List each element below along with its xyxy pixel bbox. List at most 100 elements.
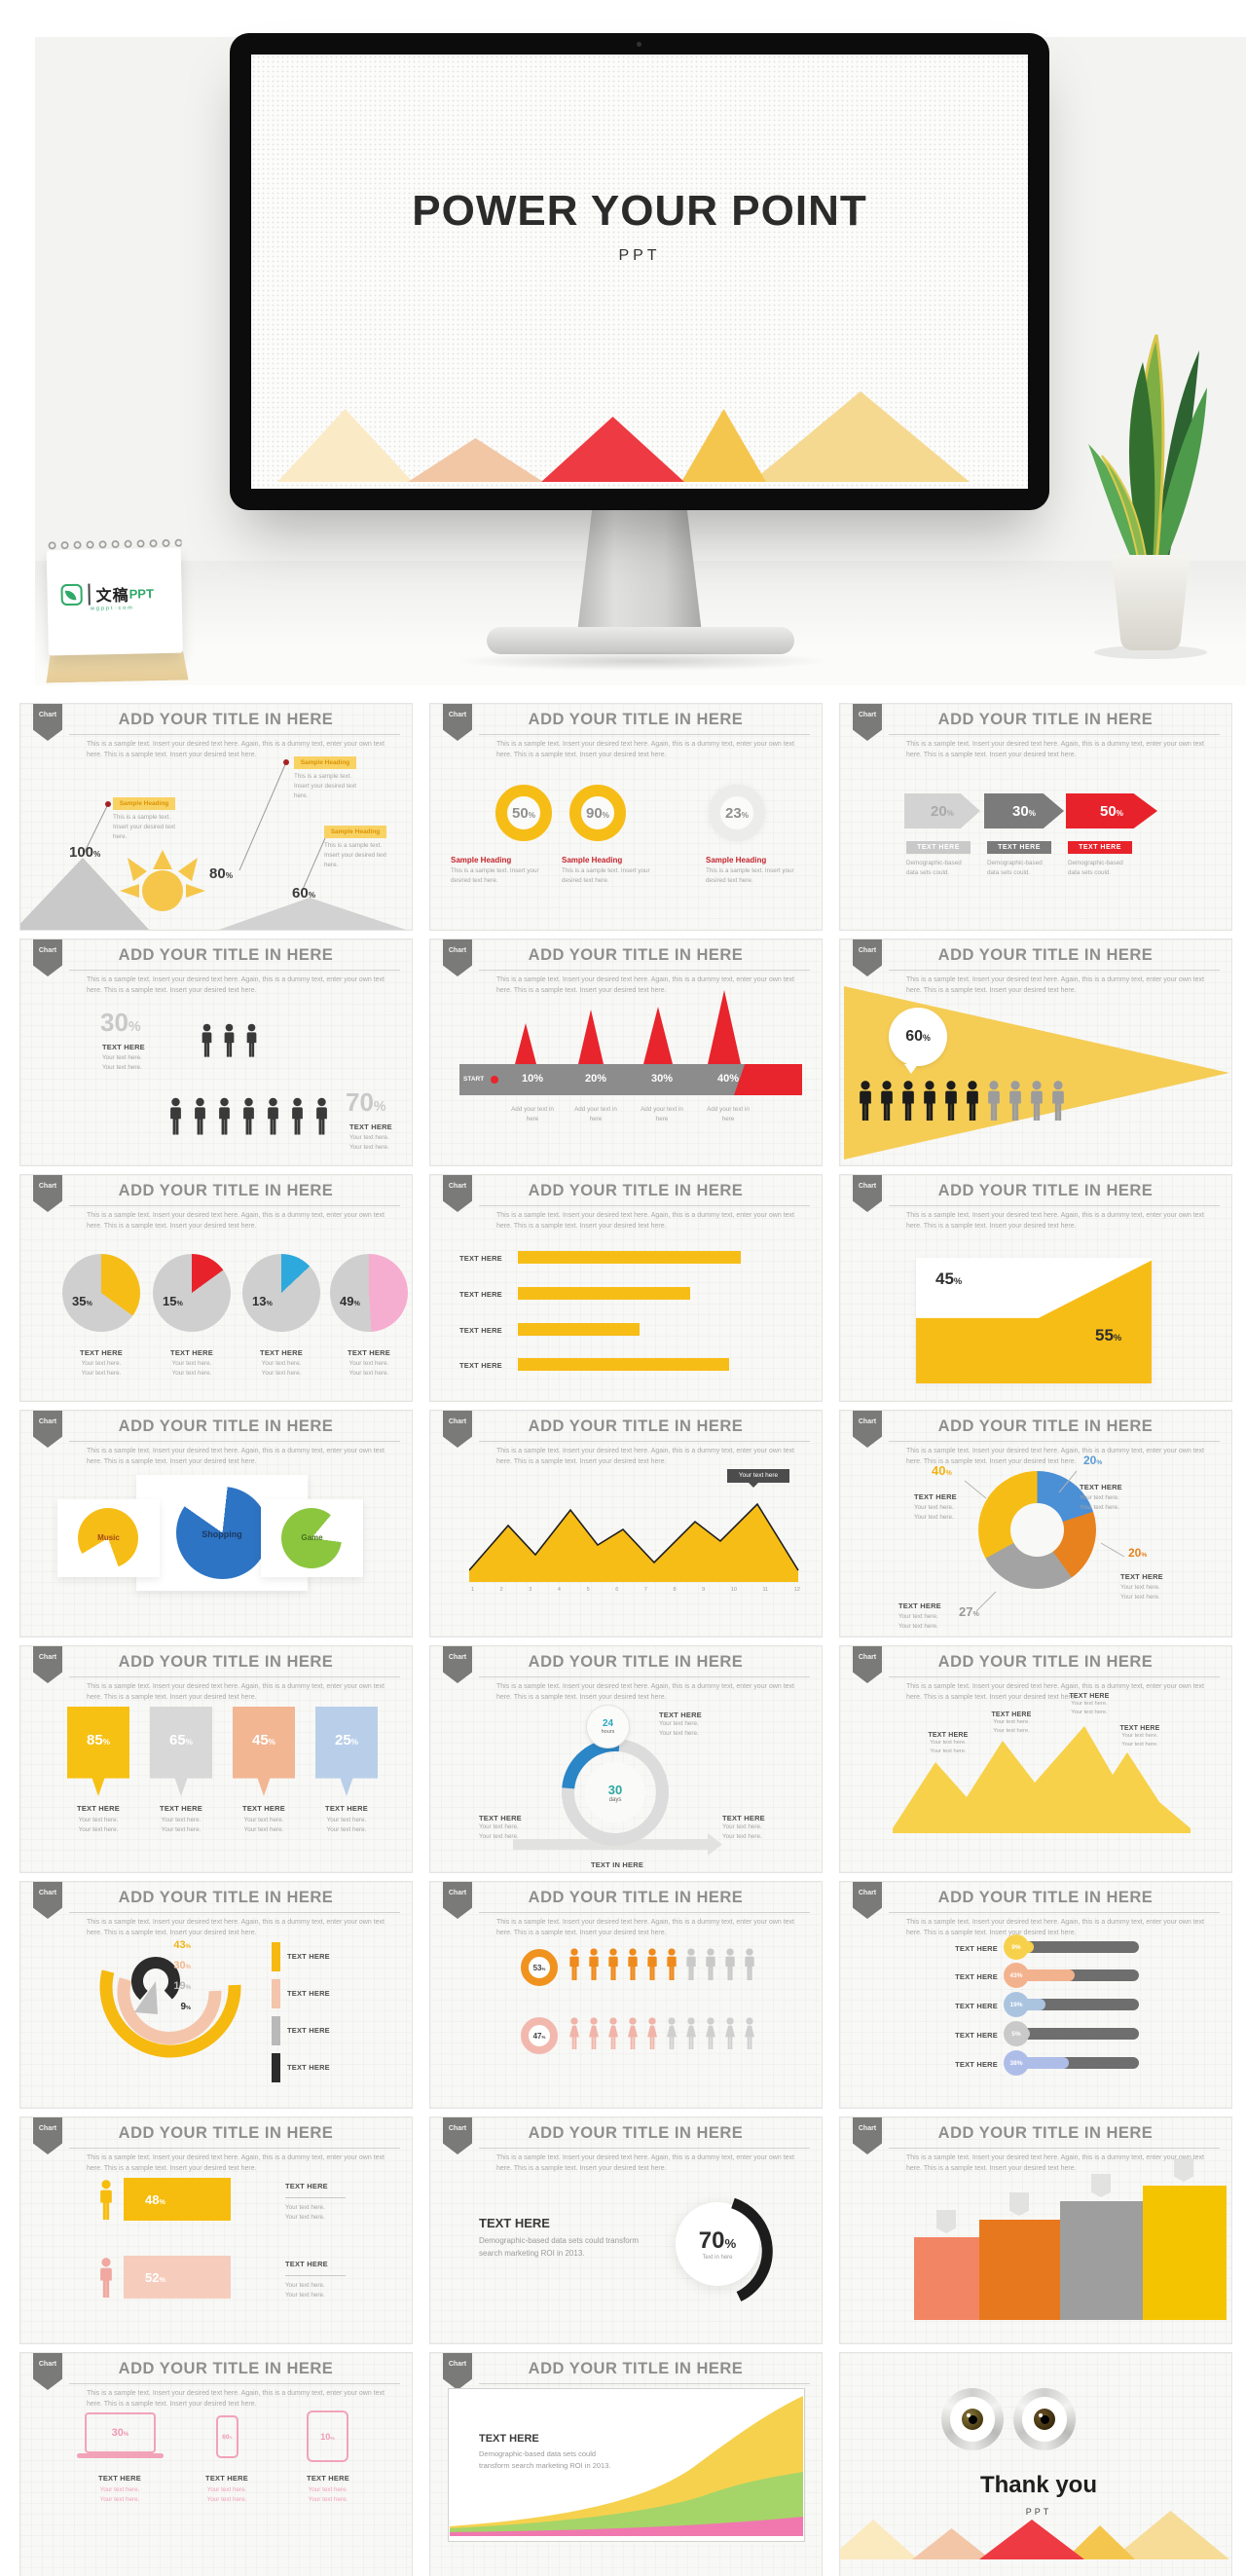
intro-text: This is a sample text. Insert your desir… <box>87 2154 385 2172</box>
caption: Demographic-based data sets could. <box>1068 860 1123 876</box>
text-here: TEXT HERE <box>98 2474 141 2483</box>
intro-text: This is a sample text. Insert your desir… <box>496 2154 794 2172</box>
potted-plant <box>1088 334 1207 659</box>
slide-title: ADD YOUR TITLE IN HERE <box>528 1889 744 1906</box>
triangle-graphic <box>751 391 970 482</box>
bar-label: TEXT HERE <box>955 1944 998 1953</box>
text-here: TEXT HERE <box>102 1043 145 1051</box>
title-divider <box>889 1441 1220 1442</box>
cycle-center: 30 days <box>585 1762 645 1822</box>
caption: Add your text in here <box>511 1106 554 1122</box>
text-here: TEXT HERE <box>349 1122 392 1131</box>
laptop-base <box>77 2453 164 2458</box>
monitor-base <box>487 627 794 654</box>
gauge-value: 43% <box>173 1939 191 1951</box>
person-icon <box>243 1023 260 1058</box>
slide-title: ADD YOUR TITLE IN HERE <box>118 1182 334 1199</box>
slide-18-progress-bars[interactable]: Chart ADD YOUR TITLE IN HERE This is a s… <box>839 1881 1232 2109</box>
slide-07-pie-quartet[interactable]: Chart ADD YOUR TITLE IN HERE This is a s… <box>19 1174 413 1402</box>
title-divider <box>889 2148 1220 2149</box>
bar <box>518 1358 729 1371</box>
slide-17-gender-ratio[interactable]: Chart ADD YOUR TITLE IN HERE This is a s… <box>429 1881 823 2109</box>
value-label: 60% <box>292 885 316 902</box>
eye-icon <box>1013 2388 1076 2450</box>
cover-subtitle: PPT <box>618 247 661 264</box>
title-divider <box>69 2383 400 2384</box>
phone-icon: 60% <box>216 2415 238 2458</box>
legend-label: TEXT HERE <box>287 2026 330 2035</box>
slide-03-arrow-steps[interactable]: Chart ADD YOUR TITLE IN HERE This is a s… <box>839 703 1232 931</box>
black-arc <box>731 2197 773 2301</box>
text-here: TEXT HERE <box>991 1711 1032 1718</box>
bar <box>518 1251 741 1264</box>
person-icon-female <box>683 2012 699 2055</box>
intro-text: This is a sample text. Insert your desir… <box>496 741 794 758</box>
bar-track <box>1018 1999 1139 2010</box>
text-here: TEXT HERE <box>348 1348 390 1357</box>
pin-45: 45% <box>233 1707 295 1796</box>
slide-title: ADD YOUR TITLE IN HERE <box>937 946 1154 964</box>
bar-label: TEXT HERE <box>459 1326 502 1335</box>
text-here-chip: TEXT HERE <box>1068 841 1132 854</box>
slide-09-area-split[interactable]: Chart ADD YOUR TITLE IN HERE This is a s… <box>839 1174 1232 1402</box>
slide-11-area-line-chart[interactable]: Chart ADD YOUR TITLE IN HERE This is a s… <box>429 1410 823 1638</box>
slide-19-person-bars[interactable]: Chart ADD YOUR TITLE IN HERE This is a s… <box>19 2116 413 2344</box>
eye-icon <box>941 2388 1004 2450</box>
text-here: TEXT HERE <box>260 1348 303 1357</box>
slide-16-gauge-arcs[interactable]: Chart ADD YOUR TITLE IN HERE This is a s… <box>19 1881 413 2109</box>
text-here: TEXT HERE <box>1069 1693 1110 1700</box>
ring-90: 90% <box>569 785 626 841</box>
title-divider <box>479 2148 810 2149</box>
column-tag <box>936 2210 956 2233</box>
arrow-30: 30% <box>984 793 1064 828</box>
slide-21-column-chart[interactable]: Chart ADD YOUR TITLE IN HERE This is a s… <box>839 2116 1232 2344</box>
slide-14-cycle-diagram[interactable]: Chart ADD YOUR TITLE IN HERE This is a s… <box>429 1645 823 1873</box>
person-icon <box>703 1944 718 1985</box>
slide-24-thank-you[interactable]: Thank you PPT <box>839 2352 1232 2576</box>
title-divider <box>889 1912 1220 1913</box>
wgppt-logo-icon <box>60 583 83 607</box>
slide-13-bookmark-pins[interactable]: Chart ADD YOUR TITLE IN HERE This is a s… <box>19 1645 413 1873</box>
slide-06-funnel-people[interactable]: Chart ADD YOUR TITLE IN HERE This is a s… <box>839 938 1232 1166</box>
slide-08-horizontal-bars[interactable]: Chart ADD YOUR TITLE IN HERE This is a s… <box>429 1174 823 1402</box>
thank-you-text: Thank you <box>979 2472 1097 2498</box>
slide-12-donut-chart[interactable]: Chart ADD YOUR TITLE IN HERE This is a s… <box>839 1410 1232 1638</box>
slide-title: ADD YOUR TITLE IN HERE <box>118 2124 334 2142</box>
title-divider <box>479 2383 810 2384</box>
title-divider <box>69 734 400 735</box>
slide-15-peak-labels[interactable]: Chart ADD YOUR TITLE IN HERE This is a s… <box>839 1645 1232 1873</box>
person-icon-female <box>664 2012 679 2055</box>
slide-02-ring-percentages[interactable]: Chart ADD YOUR TITLE IN HERE This is a s… <box>429 703 823 931</box>
text-here: TEXT HERE <box>928 1732 969 1739</box>
logo-text-cn: 文稿 <box>95 587 129 606</box>
music-pie <box>78 1508 138 1568</box>
gauge-value: 9% <box>180 2002 191 2012</box>
column-tag <box>1009 2192 1029 2216</box>
intro-text: This is a sample text. Insert your desir… <box>906 2154 1204 2172</box>
slide-23-stacked-area[interactable]: Chart ADD YOUR TITLE IN HERE This is a s… <box>429 2352 823 2576</box>
person-icon <box>625 1944 641 1985</box>
slide-title: ADD YOUR TITLE IN HERE <box>528 1417 744 1435</box>
tick: 10 <box>730 1587 737 1593</box>
legend-label: TEXT HERE <box>287 1952 330 1961</box>
caption: Add your text in here <box>707 1106 750 1122</box>
slide-04-people-split[interactable]: Chart ADD YOUR TITLE IN HERE This is a s… <box>19 938 413 1166</box>
intro-text: This is a sample text. Insert your desir… <box>87 1448 385 1465</box>
chart-badge: Chart <box>853 1646 882 1683</box>
caption: Demographic-based data sets could. <box>987 860 1043 876</box>
caption: Your text here. Your text here. <box>81 1360 122 1377</box>
slide-01-mountain-callouts[interactable]: Chart ADD YOUR TITLE IN HERE This is a s… <box>19 703 413 931</box>
step-value: 20% <box>584 1073 607 1085</box>
slide-05-timeline-steps[interactable]: Chart ADD YOUR TITLE IN HERE This is a s… <box>429 938 823 1166</box>
slide-10-category-cards[interactable]: Chart ADD YOUR TITLE IN HERE This is a s… <box>19 1410 413 1638</box>
text-here: TEXT HERE <box>1080 1483 1122 1491</box>
slide-20-highlight-70[interactable]: Chart ADD YOUR TITLE IN HERE This is a s… <box>429 2116 823 2344</box>
text-here: TEXT HERE <box>325 1804 368 1813</box>
slide-22-devices[interactable]: Chart ADD YOUR TITLE IN HERE This is a s… <box>19 2352 413 2576</box>
slide-title: ADD YOUR TITLE IN HERE <box>528 1182 744 1199</box>
donut <box>978 1471 1096 1589</box>
person-icon <box>742 1944 757 1985</box>
chart-badge: Chart <box>33 939 62 976</box>
title-divider <box>69 1912 400 1913</box>
person-icon <box>984 1076 1004 1126</box>
